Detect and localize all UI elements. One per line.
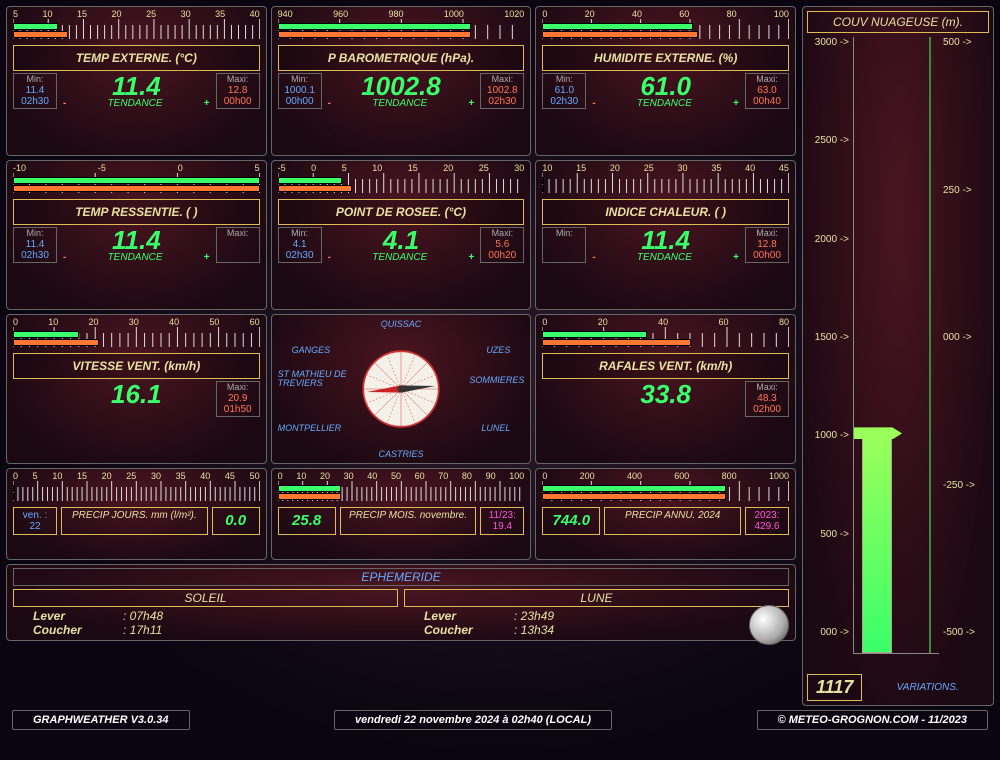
cloud-bar [862, 433, 892, 653]
gauge-humid: 020406080100 HUMIDITE EXTERNE. (%) Min: … [535, 6, 796, 156]
moon-title: LUNE [404, 589, 789, 607]
cloud-title: COUV NUAGEUSE (m). [807, 11, 989, 33]
cloud-bar-area [853, 37, 939, 654]
cloud-right-scale: 500 ->250 ->000 ->-250 ->-500 -> [939, 37, 989, 674]
datetime-display: vendredi 22 novembre 2024 à 02h40 (LOCAL… [334, 710, 612, 730]
precip-compare-box: 2023:429.6 [745, 507, 789, 535]
precip-value: 0.0 [212, 507, 260, 535]
gauge-ressentie: -10-505 TEMP RESSENTIE. ( ) Min: 11.4 02… [6, 160, 267, 310]
gauge-baro: 94096098010001020 P BAROMETRIQUE (hPa). … [271, 6, 532, 156]
compass-ne: UZES [486, 345, 510, 355]
gauge-title: INDICE CHALEUR. ( ) [605, 205, 726, 219]
compass-w: ST MATHIEU DE TREVIERS [278, 370, 348, 388]
app-version: GRAPHWEATHER V3.0.34 [12, 710, 190, 730]
gauge-value: 4.1 [326, 227, 477, 254]
max-box: Maxi: 63.0 00h40 [745, 73, 789, 109]
gusts-panel: 020406080 RAFALES VENT. (km/h) 33.8 Maxi… [535, 314, 796, 464]
precip-panel-0: 05101520253035404550 ven. :22PRECIP JOUR… [6, 468, 267, 560]
precip-label-box: PRECIP MOIS. novembre. [340, 507, 477, 535]
moon-rise-value: : 23h49 [514, 609, 554, 623]
min-box: Min: 4.1 02h30 [278, 227, 322, 263]
precip-value: 744.0 [542, 507, 600, 535]
copyright: © METEO-GROGNON.COM - 11/2023 [757, 710, 988, 730]
moon-icon [749, 605, 789, 645]
gauge-value: 11.4 [61, 73, 212, 100]
gauge-title: HUMIDITE EXTERNE. (%) [594, 51, 737, 65]
compass-sw: MONTPELLIER [278, 423, 342, 433]
max-box: Maxi: 12.8 00h00 [216, 73, 260, 109]
max-box: Maxi: 20.9 01h50 [216, 381, 260, 417]
wind-speed-panel: 0102030405060 VITESSE VENT. (km/h) 16.1 … [6, 314, 267, 464]
cloud-value: 1117 [807, 674, 862, 701]
compass-e: SOMMIERES [469, 375, 524, 385]
gauge-value: 1002.8 [326, 73, 477, 100]
max-box: Maxi: 5.6 00h20 [480, 227, 524, 263]
sun-set-value: : 17h11 [123, 623, 162, 637]
precip-panel-1: 0102030405060708090100 25.8PRECIP MOIS. … [271, 468, 532, 560]
min-box: Min: 11.4 02h30 [13, 73, 57, 109]
precip-panel-2: 02004006008001000 744.0PRECIP ANNU. 2024… [535, 468, 796, 560]
sun-rise-label: Lever [33, 609, 123, 623]
precip-label-box: PRECIP ANNU. 2024 [604, 507, 741, 535]
compass-icon [356, 344, 446, 434]
gauge-temp_ext: 510152025303540 TEMP EXTERNE. (°C) Min: … [6, 6, 267, 156]
gauge-value: 11.4 [61, 227, 212, 254]
precip-value: 25.8 [278, 507, 336, 535]
gusts-title: RAFALES VENT. (km/h) [599, 359, 732, 373]
moon-rise-label: Lever [424, 609, 514, 623]
compass-nw: GANGES [292, 345, 331, 355]
max-box: Maxi: 12.8 00h00 [745, 227, 789, 263]
gauge-chaleur: 1015202530354045 INDICE CHALEUR. ( ) Min… [535, 160, 796, 310]
ephemeride-header: EPHEMERIDE [13, 568, 789, 586]
moon-set-label: Coucher [424, 623, 514, 637]
cloud-variations-label: VARIATIONS. [870, 682, 985, 693]
gauge-rosee: -5051015202530 POINT DE ROSEE. (°C) Min:… [271, 160, 532, 310]
gusts-value: 33.8 [640, 381, 691, 417]
compass-se: LUNEL [481, 423, 510, 433]
gauge-title: POINT DE ROSEE. (°C) [336, 205, 466, 219]
gauge-title: P BAROMETRIQUE (hPa). [328, 51, 474, 65]
compass-s: CASTRIES [378, 449, 423, 459]
cloud-left-scale: 3000 ->2500 ->2000 ->1500 ->1000 ->500 -… [807, 37, 853, 674]
cloud-cover-panel: COUV NUAGEUSE (m). 3000 ->2500 ->2000 ->… [802, 6, 994, 706]
sun-title: SOLEIL [13, 589, 398, 607]
gauge-title: TEMP EXTERNE. (°C) [76, 51, 197, 65]
compass-panel: QUISSAC UZES SOMMIERES LUNEL CASTRIES MO… [271, 314, 532, 464]
sun-rise-value: : 07h48 [123, 609, 163, 623]
gauge-value: 61.0 [590, 73, 741, 100]
max-box: Maxi: [216, 227, 260, 263]
min-box: Min: 1000.1 00h00 [278, 73, 322, 109]
min-box: Min: 61.0 02h30 [542, 73, 586, 109]
wind-speed-value: 16.1 [111, 381, 162, 417]
moon-set-value: : 13h34 [514, 623, 554, 637]
max-box: Maxi: 48.3 02h00 [745, 381, 789, 417]
precip-label-box: PRECIP JOURS. mm (l/m²). [61, 507, 208, 535]
precip-day-box: ven. :22 [13, 507, 57, 535]
sun-set-label: Coucher [33, 623, 123, 637]
compass-n: QUISSAC [381, 319, 422, 329]
precip-compare-box: 11/23:19.4 [480, 507, 524, 535]
gauge-value: 11.4 [590, 227, 741, 254]
gauge-title: TEMP RESSENTIE. ( ) [75, 205, 197, 219]
min-box: Min: [542, 227, 586, 263]
max-box: Maxi: 1002.8 02h30 [480, 73, 524, 109]
wind-speed-title: VITESSE VENT. (km/h) [72, 359, 200, 373]
ephemeride-panel: EPHEMERIDE SOLEIL Lever: 07h48 Coucher: … [6, 564, 796, 641]
min-box: Min: 11.4 02h30 [13, 227, 57, 263]
